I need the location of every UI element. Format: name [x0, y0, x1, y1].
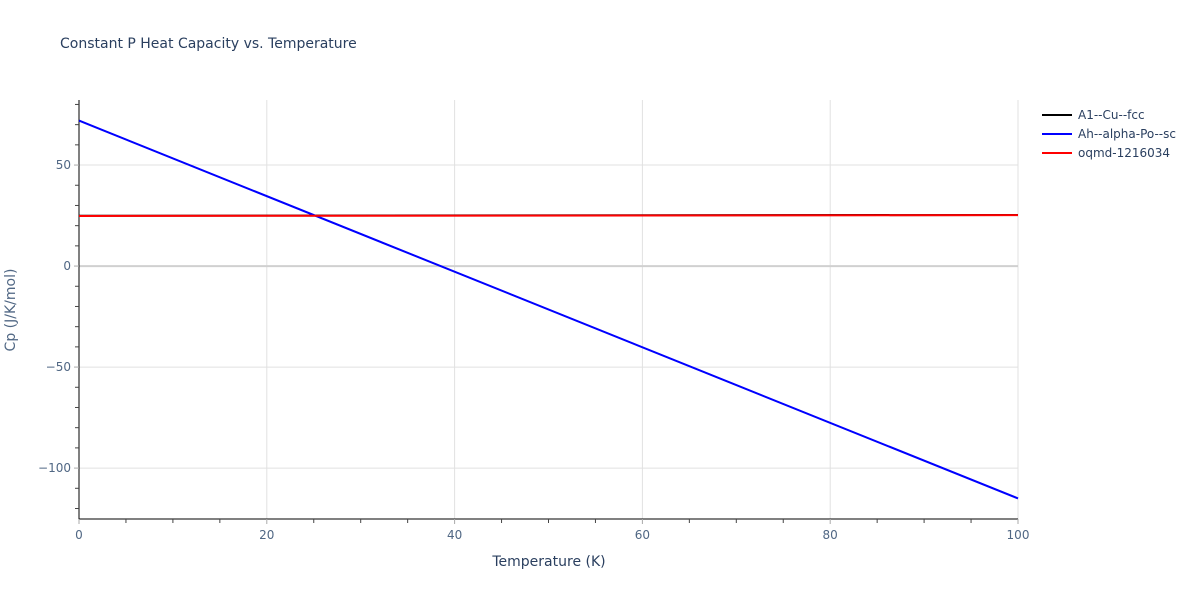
svg-text:40: 40 — [447, 528, 462, 542]
svg-text:0: 0 — [75, 528, 83, 542]
svg-text:100: 100 — [1007, 528, 1030, 542]
svg-text:0: 0 — [63, 259, 71, 273]
data-lines — [78, 119, 1019, 500]
grid-lines — [79, 100, 1019, 519]
legend-label: A1--Cu--fcc — [1078, 107, 1145, 122]
axes: 0 20 40 60 80 100 −100 −50 0 50 — [38, 100, 1029, 542]
legend-swatch-icon — [1042, 113, 1072, 116]
legend-item-ah-alpha-po-sc[interactable]: Ah--alpha-Po--sc — [1042, 124, 1176, 143]
legend: A1--Cu--fcc Ah--alpha-Po--sc oqmd-121603… — [1042, 105, 1176, 162]
legend-label: oqmd-1216034 — [1078, 145, 1171, 160]
svg-text:20: 20 — [259, 528, 274, 542]
svg-text:−50: −50 — [46, 360, 71, 374]
svg-text:80: 80 — [823, 528, 838, 542]
legend-swatch-icon — [1042, 132, 1072, 135]
legend-label: Ah--alpha-Po--sc — [1078, 126, 1176, 141]
legend-swatch-icon — [1042, 151, 1072, 154]
legend-item-a1-cu-fcc[interactable]: A1--Cu--fcc — [1042, 105, 1176, 124]
y-axis-label: Cp (J/K/mol) — [3, 268, 19, 352]
svg-text:60: 60 — [635, 528, 650, 542]
svg-text:50: 50 — [56, 158, 71, 172]
chart-title: Constant P Heat Capacity vs. Temperature — [60, 36, 357, 52]
x-axis-label: Temperature (K) — [492, 554, 606, 570]
svg-text:−100: −100 — [38, 461, 71, 475]
legend-item-oqmd-1216034[interactable]: oqmd-1216034 — [1042, 143, 1176, 162]
